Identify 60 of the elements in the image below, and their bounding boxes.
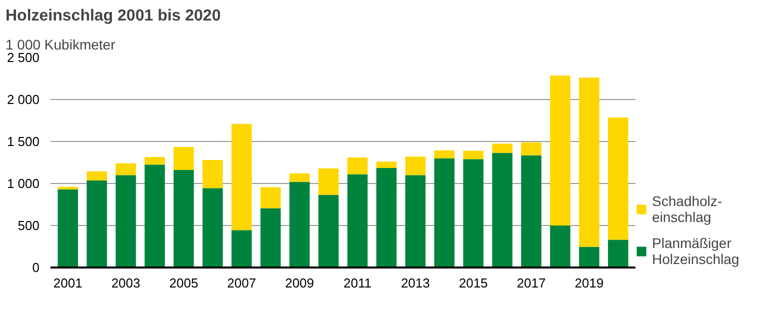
bar [521, 155, 542, 268]
bar [260, 208, 281, 268]
bar [405, 175, 426, 268]
bar [492, 144, 512, 153]
x-tick-label: 2019 [574, 276, 604, 290]
bar [463, 159, 484, 268]
y-tick-label: 1 000 [6, 176, 40, 191]
y-tick-label: 1 500 [6, 134, 40, 149]
bar [174, 170, 194, 268]
bar [232, 230, 252, 268]
bar [492, 152, 512, 268]
bar [579, 78, 600, 247]
bar [434, 158, 454, 268]
bar [232, 124, 252, 230]
y-tick-label: 2 000 [6, 92, 40, 107]
x-tick-label: 2009 [285, 276, 314, 290]
bar [376, 168, 397, 268]
bar [86, 180, 107, 268]
bar [144, 157, 165, 165]
bar [144, 164, 165, 268]
bar [579, 246, 600, 268]
bar [202, 160, 223, 188]
y-tick-label: 500 [18, 218, 40, 233]
bar [202, 188, 223, 268]
bar [608, 240, 628, 268]
bar [405, 156, 426, 176]
bar [521, 142, 542, 156]
x-tick-label: 2007 [227, 276, 256, 290]
x-tick-label: 2011 [344, 276, 372, 290]
x-tick-label: 2015 [458, 276, 488, 290]
bar [116, 163, 136, 176]
bar [289, 182, 310, 268]
x-tick-label: 2013 [400, 276, 430, 290]
bar [463, 150, 484, 160]
bar [608, 118, 628, 240]
bar [58, 186, 78, 190]
bar [58, 189, 78, 268]
bar [434, 150, 454, 158]
bar [289, 173, 310, 182]
bar [174, 146, 194, 170]
bar [318, 194, 339, 268]
bar [376, 162, 397, 168]
x-tick-label: 2017 [516, 276, 546, 290]
bar [347, 174, 368, 268]
bar [550, 226, 570, 268]
bar [260, 187, 281, 208]
bar [318, 168, 339, 195]
bar [116, 175, 136, 268]
chart-title: Holzeinschlag 2001 bis 2020 [6, 8, 221, 24]
bar [347, 157, 368, 174]
bar [550, 76, 570, 226]
legend-label: Planmäßiger Holzeinschlag [652, 235, 740, 267]
y-tick-label: 0 [32, 260, 40, 275]
y-axis-title: 1 000 Kubikmeter [6, 36, 116, 52]
bar [86, 171, 107, 181]
y-tick-label: 2 500 [6, 50, 40, 65]
x-tick-label: 2005 [169, 276, 198, 290]
legend-label: Schadholz- einschlag [652, 193, 722, 225]
x-tick-label: 2001 [53, 276, 82, 290]
x-tick-label: 2003 [111, 276, 140, 290]
